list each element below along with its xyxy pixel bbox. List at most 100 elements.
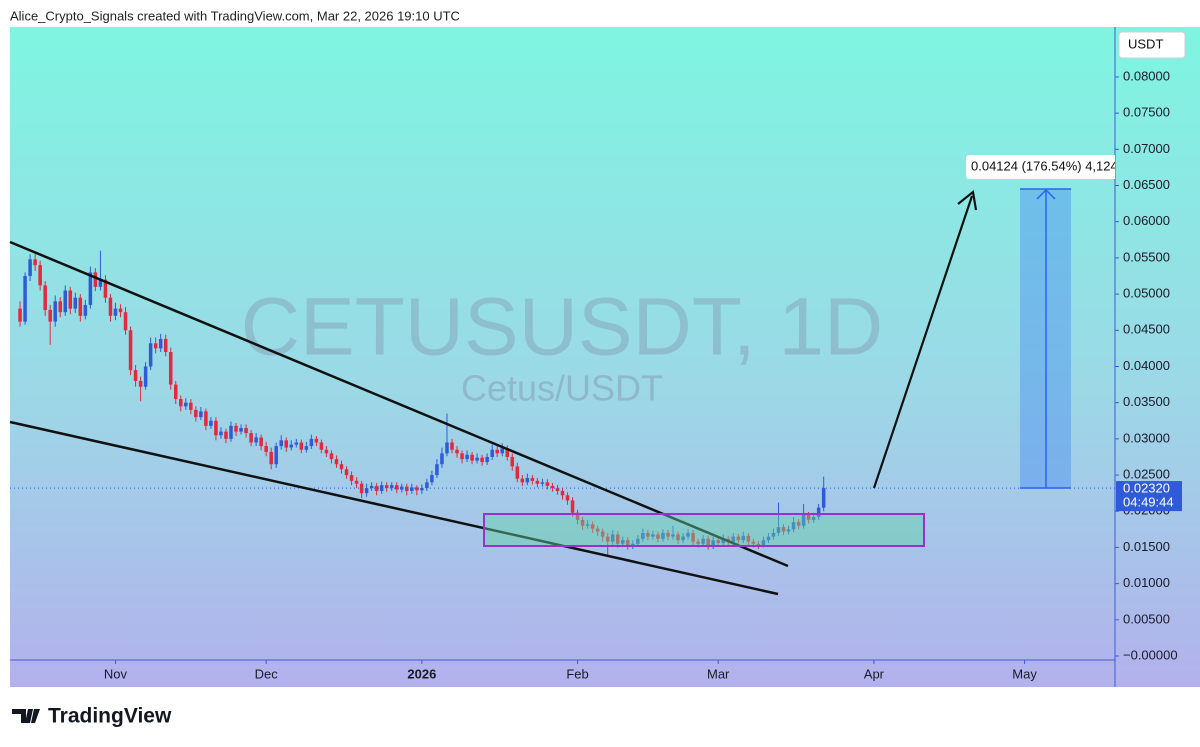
candle-body <box>580 519 585 526</box>
candle-body <box>495 449 499 454</box>
candle-body <box>344 469 349 476</box>
candle-body <box>148 343 153 367</box>
candle-body <box>244 428 248 434</box>
candle-body <box>661 532 665 539</box>
candle-body <box>666 532 670 537</box>
y-tick-label: 0.07500 <box>1123 105 1170 120</box>
candle-body <box>259 437 263 447</box>
candle-body <box>359 483 364 494</box>
watermark-pair: Cetus/USDT <box>461 368 663 409</box>
y-tick-label: 0.05000 <box>1123 286 1170 301</box>
candle-body <box>415 487 419 491</box>
candle-body <box>701 538 705 544</box>
candle-body <box>555 488 560 491</box>
candle-body <box>38 265 42 286</box>
y-tick-label: 0.04000 <box>1123 358 1170 373</box>
candle-body <box>58 301 62 313</box>
candle-body <box>364 488 369 494</box>
candle-body <box>600 531 605 537</box>
measure-label-bg <box>966 155 1115 179</box>
candle-body <box>108 297 113 316</box>
wedge-upper-line <box>9 240 789 568</box>
candle-body <box>656 534 660 539</box>
candle-body <box>575 512 580 520</box>
last-price-box <box>1116 481 1182 512</box>
measure-arrowhead <box>1036 188 1056 200</box>
candle-body <box>696 541 700 544</box>
candle-body <box>410 487 414 491</box>
candle-body <box>294 442 299 445</box>
candle-body <box>334 459 339 465</box>
candle-body <box>455 449 459 454</box>
candle-body <box>796 522 801 526</box>
candle-body <box>339 464 344 470</box>
countdown-label: 04:49:44 <box>1123 495 1174 510</box>
candle-body <box>329 453 334 460</box>
candle-body <box>565 495 570 501</box>
candle-body <box>128 330 133 371</box>
candle-body <box>490 449 494 457</box>
candle-body <box>500 448 504 454</box>
candle-body <box>540 482 545 484</box>
time-axis: Nov Dec 2026 Feb Mar Apr May <box>104 660 1037 681</box>
candle-body <box>716 540 720 544</box>
measure-label: 0.04124 (176.54%) 4,124 <box>971 158 1118 173</box>
candle-body <box>118 308 123 313</box>
footer-brand: TradingView <box>48 705 172 728</box>
candle-body <box>691 532 695 542</box>
candle-body <box>354 480 359 484</box>
candle-body <box>816 507 821 518</box>
candle-body <box>545 482 550 486</box>
y-tick-label: 0.00500 <box>1123 611 1170 626</box>
wedge-lower-line <box>9 420 779 596</box>
candle-body <box>761 540 766 546</box>
candle-body <box>163 338 168 353</box>
candle-body <box>435 464 439 476</box>
candle-body <box>676 534 680 541</box>
currency-label: USDT <box>1128 36 1163 51</box>
x-tick-label: Mar <box>707 666 730 681</box>
x-tick-label: Apr <box>864 666 885 681</box>
candle-body <box>626 540 630 546</box>
candle-body <box>103 279 108 298</box>
candle-body <box>194 409 198 418</box>
candle-body <box>68 290 73 309</box>
candle-body <box>475 457 479 461</box>
candle-body <box>530 477 535 481</box>
candle-body <box>610 534 615 542</box>
candle-body <box>309 438 314 447</box>
candles <box>10 250 1115 555</box>
candle-body <box>314 438 319 443</box>
candle-body <box>189 402 193 410</box>
candle-body <box>646 532 650 537</box>
candle-body <box>430 475 434 483</box>
candle-body <box>304 446 309 450</box>
candle-body <box>18 308 22 322</box>
candle-body <box>284 440 289 448</box>
candle-body <box>88 272 93 305</box>
last-price-group: 0.02320 04:49:44 <box>1116 481 1182 512</box>
candle-body <box>550 485 555 489</box>
candle-body <box>394 485 399 490</box>
candle-body <box>43 285 47 311</box>
candle-body <box>736 536 741 541</box>
candle-body <box>791 522 796 530</box>
y-tick-label: 0.03000 <box>1123 430 1170 445</box>
candle-body <box>234 425 238 432</box>
candle-body <box>515 466 520 479</box>
candle-body <box>465 454 469 460</box>
y-tick-label: 0.01500 <box>1123 539 1170 554</box>
candle-body <box>53 301 57 322</box>
candle-body <box>405 486 409 491</box>
watermark-symbol: CETUSUSDT, 1D <box>241 282 883 373</box>
y-tick-label: 0.04500 <box>1123 322 1170 337</box>
candle-body <box>264 446 268 452</box>
candle-body <box>480 457 484 463</box>
y-tick-label: 0.07000 <box>1123 141 1170 156</box>
candle-body <box>28 259 32 277</box>
candle-body <box>379 485 384 491</box>
price-axis: −0.000000.005000.010000.015000.020000.02… <box>1115 68 1178 662</box>
x-tick-label: Feb <box>566 666 588 681</box>
